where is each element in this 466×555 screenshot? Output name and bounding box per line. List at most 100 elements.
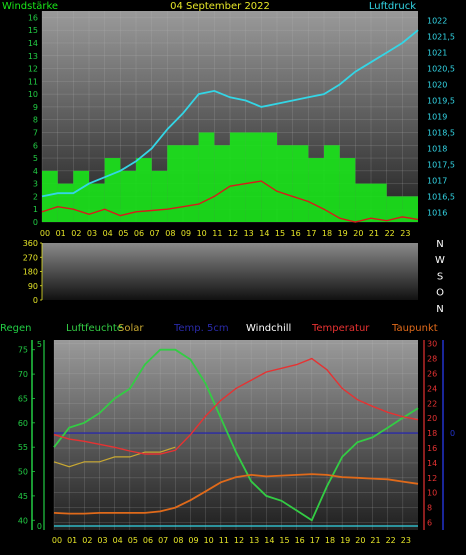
rain-tick-label: 0	[37, 522, 42, 531]
hour-tick-label: 15	[279, 536, 289, 545]
hour-tick-label: 11	[212, 229, 222, 238]
hour-tick-label: 22	[385, 229, 395, 238]
hour-tick-label: 19	[338, 229, 348, 238]
temperature-tick-label: 22	[427, 399, 437, 408]
hour-tick-label: 18	[325, 536, 335, 545]
temperature-tick-label: 20	[427, 414, 437, 423]
wind-speed-bar	[245, 132, 262, 222]
wind-speed-bar	[402, 196, 418, 222]
temperature-tick-label: 26	[427, 370, 437, 379]
dewpoint-line	[53, 473, 419, 515]
wind-speed-bar	[89, 183, 105, 222]
legend-windchill: Windchill	[246, 323, 291, 334]
chart-title: 04 September 2022	[170, 1, 270, 12]
wind-tick-label: 5	[33, 154, 38, 163]
hour-tick-label: 00	[52, 536, 62, 545]
direction-tick-label: 180	[23, 268, 38, 277]
pressure-tick-label: 1021	[427, 49, 447, 58]
hour-tick-label: 03	[97, 536, 107, 545]
hour-tick-label: 20	[353, 229, 363, 238]
wind-tick-label: 16	[28, 13, 38, 22]
pressure-tick-label: 1016,5	[427, 192, 455, 201]
hour-tick-label: 21	[369, 229, 379, 238]
wind-tick-label: 12	[28, 65, 38, 74]
hour-tick-label: 17	[310, 536, 320, 545]
wind-speed-bar	[198, 132, 215, 222]
hour-tick-label: 10	[197, 229, 207, 238]
solar-line	[53, 446, 176, 468]
hour-tick-label: 01	[67, 536, 77, 545]
hour-tick-label: 05	[128, 536, 138, 545]
temperature-tick-label: 14	[427, 459, 437, 468]
wind-tick-label: 4	[33, 167, 38, 176]
hour-tick-label: 03	[87, 229, 97, 238]
humidity-tick-label: 40	[18, 516, 28, 525]
hour-tick-label: 02	[82, 536, 92, 545]
compass-label: N	[436, 239, 443, 250]
humidity-tick-label: 75	[18, 346, 28, 355]
wind-tick-label: 3	[33, 180, 38, 189]
wind-speed-bar	[214, 145, 230, 222]
pressure-tick-label: 1021,5	[427, 33, 455, 42]
wind-speed-bar	[308, 158, 324, 222]
humidity-tick-label: 60	[18, 419, 28, 428]
wind-speed-bar	[57, 183, 74, 222]
temperature-tick-label: 24	[427, 384, 437, 393]
direction-tick-label: 270	[23, 253, 38, 262]
legend-rain: Regen	[0, 323, 32, 334]
hour-tick-label: 20	[355, 536, 365, 545]
hour-tick-label: 04	[113, 536, 123, 545]
hour-tick-label: 12	[234, 536, 244, 545]
direction-tick-label: 360	[23, 239, 38, 248]
hour-tick-label: 09	[188, 536, 198, 545]
pressure-tick-label: 1020	[427, 81, 447, 90]
humidity-tick-label: 55	[18, 443, 28, 452]
hour-tick-label: 17	[306, 229, 316, 238]
direction-tick-label: 0	[33, 296, 38, 305]
hour-tick-label: 23	[400, 229, 410, 238]
soil-temp-tick-label: 0	[450, 429, 455, 438]
hour-tick-label: 08	[173, 536, 183, 545]
humidity-line	[53, 348, 419, 522]
weather-plot-area	[54, 340, 418, 530]
wind-tick-label: 0	[33, 218, 38, 227]
compass-label: W	[435, 255, 445, 266]
wind-axis-title: Windstärke	[2, 1, 58, 12]
temperature-tick-label: 18	[427, 429, 437, 438]
wind-tick-label: 8	[33, 116, 38, 125]
hour-tick-label: 19	[340, 536, 350, 545]
hour-tick-label: 01	[56, 229, 66, 238]
temperature-tick-label: 6	[427, 519, 432, 528]
wind-speed-bar	[167, 145, 183, 222]
humidity-tick-label: 65	[18, 394, 28, 403]
legend-dewpoint: Taupunkt	[391, 323, 438, 334]
pressure-tick-label: 1017	[427, 176, 447, 185]
hour-tick-label: 18	[322, 229, 332, 238]
temperature-tick-label: 8	[427, 504, 432, 513]
pressure-tick-label: 1022	[427, 17, 447, 26]
legend-humidity: Luftfeuchte	[66, 323, 123, 334]
wind-tick-label: 10	[28, 90, 38, 99]
hour-tick-label: 07	[150, 229, 160, 238]
wind-tick-label: 1	[33, 205, 38, 214]
humidity-tick-label: 70	[18, 370, 28, 379]
hour-tick-label: 16	[291, 229, 301, 238]
wind-tick-label: 15	[28, 26, 38, 35]
temperature-tick-label: 28	[427, 355, 437, 364]
wind-speed-bar	[42, 170, 58, 222]
wind-speed-bar	[151, 170, 168, 222]
compass-label: O	[436, 288, 444, 299]
wind-speed-bar	[324, 145, 340, 222]
pressure-tick-label: 1018	[427, 144, 447, 153]
wind-speed-bar	[386, 196, 403, 222]
wind-speed-bar	[277, 145, 293, 222]
hour-tick-label: 13	[249, 536, 259, 545]
legend-solar: Solar	[118, 323, 144, 334]
hour-tick-label: 11	[219, 536, 229, 545]
temperature-tick-label: 10	[427, 489, 437, 498]
pressure-tick-label: 1017,5	[427, 160, 455, 169]
pressure-tick-label: 1018,5	[427, 128, 455, 137]
pressure-tick-label: 1016	[427, 208, 447, 217]
hour-tick-label: 13	[244, 229, 254, 238]
